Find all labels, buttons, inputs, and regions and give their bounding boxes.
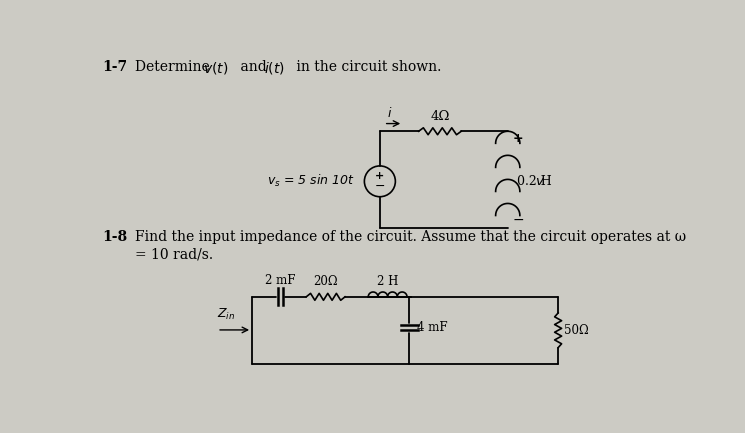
Text: and: and [235, 61, 271, 74]
Text: $v$: $v$ [535, 175, 545, 188]
Text: 20Ω: 20Ω [314, 275, 338, 288]
Text: = 10 rad/s.: = 10 rad/s. [135, 248, 213, 262]
Text: 1-8: 1-8 [102, 230, 127, 244]
Text: $i(t)$: $i(t)$ [264, 61, 285, 77]
Text: 1-7: 1-7 [102, 61, 127, 74]
Text: 0.2 H: 0.2 H [517, 175, 552, 188]
Text: 50Ω: 50Ω [564, 324, 589, 337]
Text: −: − [375, 180, 385, 193]
Text: $v(t)$: $v(t)$ [203, 61, 229, 77]
Text: Find the input impedance of the circuit. Assume that the circuit operates at ω: Find the input impedance of the circuit.… [135, 230, 686, 244]
Text: 4 mF: 4 mF [417, 321, 448, 334]
Text: $v_s$ = 5 sin 10$t$: $v_s$ = 5 sin 10$t$ [267, 173, 355, 189]
Text: in the circuit shown.: in the circuit shown. [292, 61, 442, 74]
Text: $i$: $i$ [387, 106, 393, 120]
Text: $Z_{in}$: $Z_{in}$ [217, 307, 235, 322]
Text: 2 mF: 2 mF [265, 274, 296, 287]
Text: 2 H: 2 H [377, 275, 399, 288]
Text: +: + [513, 132, 523, 145]
Text: −: − [513, 213, 524, 227]
Text: Determine: Determine [135, 61, 214, 74]
Text: +: + [375, 171, 384, 181]
Text: 4Ω: 4Ω [431, 110, 450, 123]
